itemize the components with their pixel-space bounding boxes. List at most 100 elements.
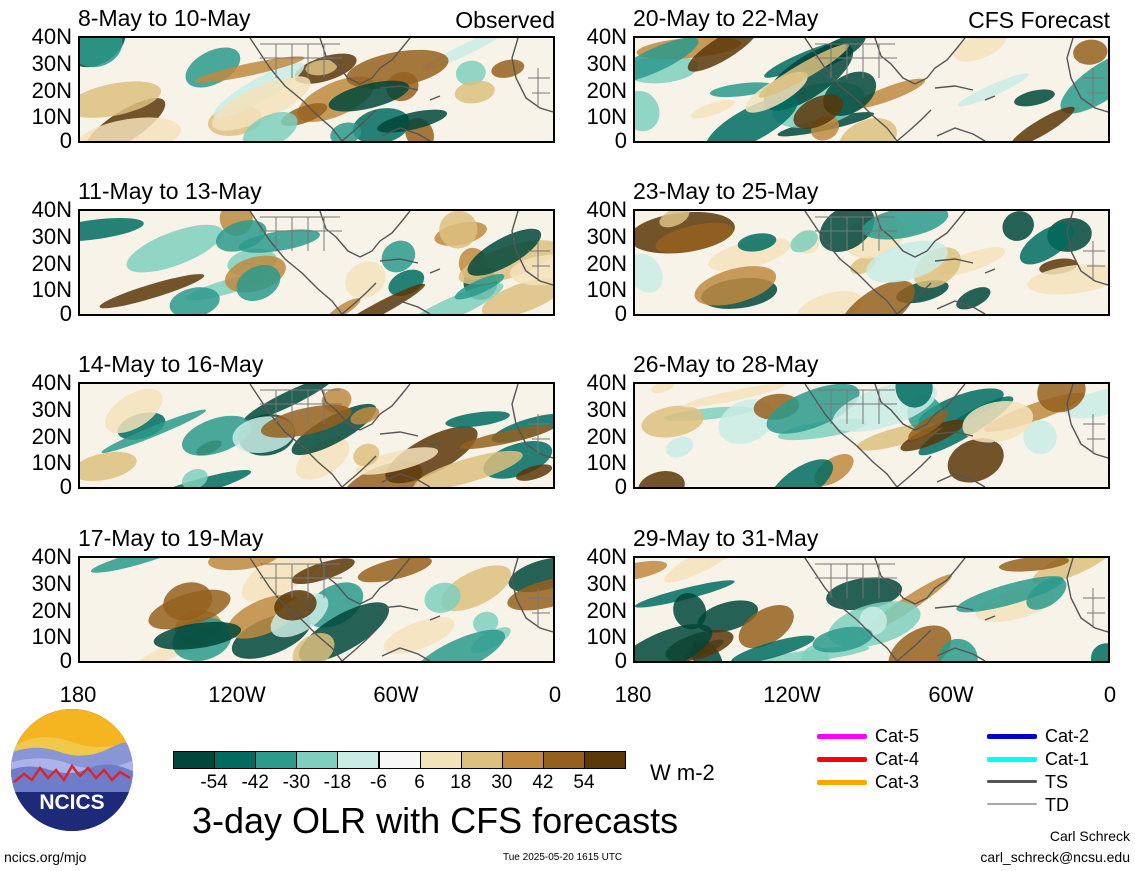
latitude-label: 0 <box>59 301 72 326</box>
country-borders <box>815 216 1105 281</box>
latitude-label: 20N <box>586 423 627 449</box>
olr-anomaly-blob <box>908 410 949 440</box>
legend-line-swatch <box>987 734 1037 739</box>
country-borders <box>260 389 550 454</box>
olr-anomaly-blob <box>330 122 362 141</box>
olr-map <box>78 209 555 316</box>
latitude-label: 10N <box>586 450 627 476</box>
legend-label: Cat-2 <box>1045 726 1090 746</box>
legend-line-swatch <box>987 757 1037 762</box>
logo-text: NCICS <box>39 791 104 814</box>
olr-anomaly-blob <box>439 211 478 249</box>
ncics-logo: NCICS <box>10 708 134 832</box>
latitude-label: 30N <box>31 50 72 76</box>
olr-anomaly-blob <box>169 287 220 314</box>
olr-map <box>78 36 555 143</box>
coastline <box>249 211 553 314</box>
olr-anomaly-blob <box>938 638 978 661</box>
country-borders <box>815 563 1105 628</box>
olr-anomaly-blob <box>697 600 759 633</box>
olr-anomaly-blob <box>690 100 735 119</box>
olr-anomaly-blob <box>812 626 873 653</box>
olr-anomaly-blob <box>104 388 163 434</box>
colorbar-swatch <box>542 751 585 769</box>
legend-label: Cat-5 <box>875 726 920 746</box>
legend-line-swatch <box>987 803 1037 805</box>
olr-anomaly-blob <box>1010 106 1075 141</box>
olr-anomaly-blob <box>859 606 887 636</box>
panel-title: 26-May to 28-May <box>633 351 819 377</box>
latitude-label: 0 <box>614 301 627 326</box>
colorbar-swatch <box>255 751 298 769</box>
latitude-label: 20N <box>586 597 627 623</box>
legend-line-swatch <box>817 780 867 785</box>
olr-anomaly-blob <box>1027 264 1108 295</box>
olr-anomaly-blob <box>377 109 448 133</box>
main-title: 3-day OLR with CFS forecasts <box>192 800 679 841</box>
colorbar-swatch <box>584 751 627 769</box>
olr-anomaly-blob <box>801 645 830 661</box>
olr-anomaly-blob <box>473 611 499 634</box>
longitude-label: 0 <box>1103 682 1117 707</box>
olr-anomaly-blob <box>445 411 510 428</box>
olr-anomaly-blob <box>1014 89 1055 107</box>
latitude-label: 40N <box>586 197 627 222</box>
olr-anomaly-blob <box>243 384 335 422</box>
olr-anomaly-blob <box>350 406 380 425</box>
olr-anomaly-blob <box>101 409 206 454</box>
olr-anomaly-blob <box>1023 419 1057 455</box>
latitude-label: 0 <box>59 128 72 153</box>
colorbar-swatch <box>337 751 380 769</box>
colorbar-tick-label: 6 <box>414 772 425 793</box>
olr-anomaly-blob <box>770 459 834 487</box>
legend-label: Cat-3 <box>875 772 920 792</box>
olr-anomaly-blob <box>635 253 663 293</box>
olr-anomaly-blob <box>90 558 179 573</box>
olr-anomaly-blob <box>793 94 843 129</box>
olr-anomaly-blob <box>243 111 298 141</box>
footer-author: Carl Schreck <box>1049 828 1130 844</box>
legend-label: Cat-4 <box>875 749 920 769</box>
olr-anomaly-blob <box>412 629 506 661</box>
olr-anomaly-blob <box>148 589 231 630</box>
legend-label: Cat-1 <box>1045 749 1090 769</box>
olr-anomaly-blob <box>664 558 745 583</box>
panel-title: 8-May to 10-May <box>78 5 251 31</box>
olr-anomaly-blob <box>673 593 707 630</box>
olr-anomaly-blob <box>790 230 818 253</box>
olr-anomaly-blob <box>346 49 449 89</box>
latitude-label: 10N <box>31 104 72 130</box>
olr-anomaly-blob <box>687 38 759 72</box>
latitude-label: 40N <box>586 370 627 395</box>
colorbar-swatch <box>419 751 462 769</box>
longitude-label: 180 <box>614 682 652 707</box>
coastline <box>249 384 553 487</box>
latitude-label: 30N <box>586 50 627 76</box>
olr-anomaly-blob <box>947 438 1004 483</box>
latitude-label: 0 <box>59 474 72 499</box>
olr-anomaly-blob <box>797 291 863 314</box>
olr-map <box>633 382 1110 489</box>
olr-anomaly-blob <box>1037 384 1086 413</box>
latitude-label: 30N <box>31 223 72 249</box>
latitude-label: 20N <box>31 77 72 103</box>
olr-anomaly-blob <box>1019 223 1074 265</box>
panel-source-label: Observed <box>455 7 555 33</box>
latitude-label: 30N <box>31 570 72 596</box>
olr-anomaly-blob <box>737 233 777 252</box>
olr-anomaly-blob <box>1090 643 1108 661</box>
colorbar-swatch <box>501 751 544 769</box>
colorbar-swatch <box>214 751 257 769</box>
colorbar-tick-label: -30 <box>282 772 311 793</box>
olr-anomaly-blob <box>99 274 205 309</box>
olr-anomaly-blob <box>665 436 694 458</box>
olr-anomaly-blob <box>895 384 933 408</box>
legend-line-swatch <box>987 780 1037 783</box>
colorbar-tick-label: -6 <box>370 772 387 793</box>
olr-map <box>633 209 1110 316</box>
olr-anomaly-blob <box>694 266 777 306</box>
olr-anomaly-blob <box>153 621 242 650</box>
latitude-label: 20N <box>31 250 72 276</box>
panel-title: 11-May to 13-May <box>78 178 262 204</box>
latitude-label: 20N <box>586 250 627 276</box>
